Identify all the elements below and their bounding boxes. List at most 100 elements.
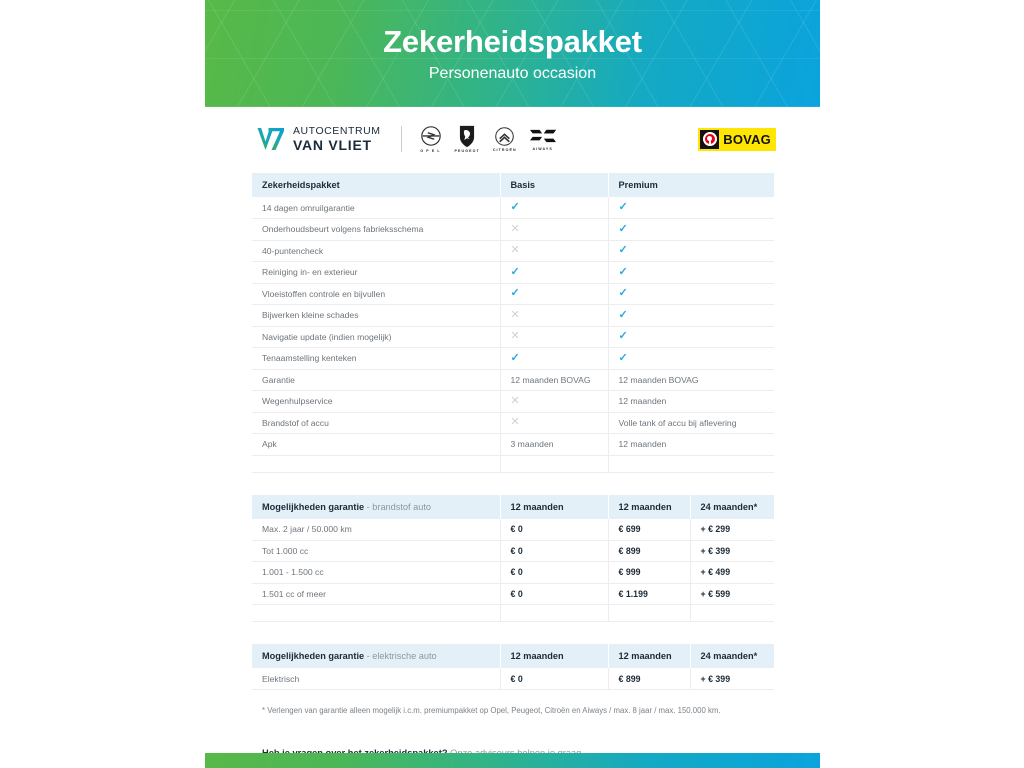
cross-icon: ✕ <box>510 308 520 321</box>
row-price-basis: € 0 <box>499 518 608 541</box>
row-basis: 3 maanden <box>499 433 608 456</box>
row-premium: 12 maanden <box>607 433 774 456</box>
check-icon: ✓ <box>618 308 628 321</box>
check-icon: ✓ <box>618 201 628 213</box>
cross-icon: ✕ <box>510 222 520 235</box>
logo-row: AUTOCENTRUM VAN VLIET O P E L PEUGEOT <box>256 118 776 160</box>
row-label: 14 dagen omruilgarantie <box>252 197 500 219</box>
row-basis: ✓ <box>499 261 608 284</box>
row-label: Elektrisch <box>252 668 500 690</box>
row-price-extended: + € 499 <box>689 561 774 584</box>
row-label: Bijwerken kleine schades <box>252 304 500 327</box>
row-basis: ✕ <box>499 240 608 262</box>
brand-peugeot: PEUGEOT <box>454 125 480 154</box>
row-price-basis: € 0 <box>499 583 608 605</box>
row-basis: ✕ <box>499 390 608 413</box>
table3-header-col3: 24 maanden* <box>689 644 774 668</box>
check-icon: ✓ <box>510 287 520 300</box>
row-basis: ✕ <box>499 218 608 241</box>
table-row-spacer <box>252 455 774 473</box>
table2-header-col3: 24 maanden* <box>689 494 774 519</box>
peugeot-logo-icon <box>460 125 475 147</box>
row-price-premium: € 699 <box>607 518 690 541</box>
row-premium: ✓ <box>607 197 774 219</box>
spacer-cell <box>252 604 500 622</box>
row-premium: 12 maanden <box>607 390 774 413</box>
table-row: Brandstof of accu ✕ Volle tank of accu b… <box>252 412 774 434</box>
check-icon: ✓ <box>618 222 628 235</box>
triangle-pattern-overlay <box>205 0 820 107</box>
row-price-basis: € 0 <box>499 540 608 562</box>
cross-icon: ✕ <box>510 416 520 429</box>
table-row-spacer <box>252 604 774 622</box>
row-premium: ✓ <box>607 218 774 241</box>
footnote-text: * Verlengen van garantie alleen mogelijk… <box>262 706 721 715</box>
row-label: Tenaamstelling kenteken <box>252 347 500 370</box>
row-label: Wegenhulpservice <box>252 390 500 413</box>
table-row: 14 dagen omruilgarantie ✓ ✓ <box>252 197 774 219</box>
row-price-extended: + € 399 <box>689 668 774 690</box>
table-gap-2 <box>252 622 774 644</box>
check-icon: ✓ <box>618 351 628 364</box>
citroen-logo-icon <box>495 126 515 146</box>
table1-header-premium: Premium <box>607 173 774 197</box>
check-icon: ✓ <box>510 351 520 364</box>
row-basis: ✕ <box>499 304 608 327</box>
header-banner: Zekerheidspakket Personenauto occasion <box>205 0 820 107</box>
row-price-premium: € 899 <box>607 540 690 562</box>
citroen-caption: CITROËN <box>492 148 517 153</box>
spacer-cell <box>689 604 774 622</box>
brand-opel: O P E L <box>420 125 442 153</box>
table-row: Vloeistoffen controle en bijvullen ✓ ✓ <box>252 283 774 305</box>
check-icon: ✓ <box>618 265 628 278</box>
cross-icon: ✕ <box>510 394 520 407</box>
peugeot-caption: PEUGEOT <box>454 149 480 154</box>
table-row: Apk 3 maanden 12 maanden <box>252 433 774 456</box>
cross-icon: ✕ <box>510 244 520 257</box>
row-premium: ✓ <box>607 304 774 327</box>
row-price-extended: + € 599 <box>689 583 774 605</box>
spacer-cell <box>607 604 690 622</box>
row-price-premium: € 1.199 <box>607 583 690 605</box>
row-basis: ✕ <box>499 326 608 348</box>
cross-icon: ✕ <box>510 330 520 343</box>
table-row: Garantie 12 maanden BOVAG 12 maanden BOV… <box>252 369 774 391</box>
table-row: Onderhoudsbeurt volgens fabrieksschema ✕… <box>252 218 774 241</box>
row-premium: 12 maanden BOVAG <box>607 369 774 391</box>
table2-header-row: Mogelijkheden garantie - brandstof auto … <box>252 494 774 519</box>
dealer-name-line2: VAN VLIET <box>293 137 372 154</box>
table-row: Navigatie update (indien mogelijk) ✕ ✓ <box>252 326 774 348</box>
opel-caption: O P E L <box>420 148 441 153</box>
row-label: 1.501 cc of meer <box>252 583 500 605</box>
row-label: Apk <box>252 433 500 456</box>
row-premium: ✓ <box>607 261 774 284</box>
table3-header-light: - elektrische auto <box>364 651 437 661</box>
row-label: 1.001 - 1.500 cc <box>252 561 500 584</box>
row-label: Max. 2 jaar / 50.000 km <box>252 518 500 541</box>
table3-body: Elektrisch € 0 € 899 + € 399 <box>252 668 774 690</box>
packages-sheet: Zekerheidspakket Basis Premium 14 dagen … <box>252 173 774 760</box>
table3-header-bold: Mogelijkheden garantie <box>262 651 365 661</box>
dealer-name-line1: AUTOCENTRUM <box>293 124 381 137</box>
logo-divider <box>400 126 402 152</box>
brand-aiways: AIWAYS <box>529 127 556 151</box>
brand-citroen: CITROËN <box>492 126 517 153</box>
table-row: Elektrisch € 0 € 899 + € 399 <box>252 668 774 690</box>
page-title: Zekerheidspakket <box>383 23 642 59</box>
spacer-cell <box>499 455 608 473</box>
bovag-badge: BOVAG <box>698 127 776 151</box>
row-basis: 12 maanden BOVAG <box>499 369 608 391</box>
table2-header-bold: Mogelijkheden garantie <box>262 501 365 512</box>
row-label: Reiniging in- en exterieur <box>252 261 500 284</box>
table1-header-feature: Zekerheidspakket <box>252 173 500 197</box>
garantie-elektrisch-table: Mogelijkheden garantie - elektrische aut… <box>252 644 774 690</box>
check-icon: ✓ <box>510 265 520 278</box>
row-label: Garantie <box>252 369 500 391</box>
table-row: Wegenhulpservice ✕ 12 maanden <box>252 390 774 413</box>
row-premium: ✓ <box>607 347 774 370</box>
row-label: Vloeistoffen controle en bijvullen <box>252 283 500 305</box>
zekerheidspakket-table: Zekerheidspakket Basis Premium 14 dagen … <box>252 173 774 473</box>
row-price-basis: € 0 <box>499 668 608 690</box>
table-row: Tenaamstelling kenteken ✓ ✓ <box>252 347 774 370</box>
table3-header-col2: 12 maanden <box>607 644 690 668</box>
